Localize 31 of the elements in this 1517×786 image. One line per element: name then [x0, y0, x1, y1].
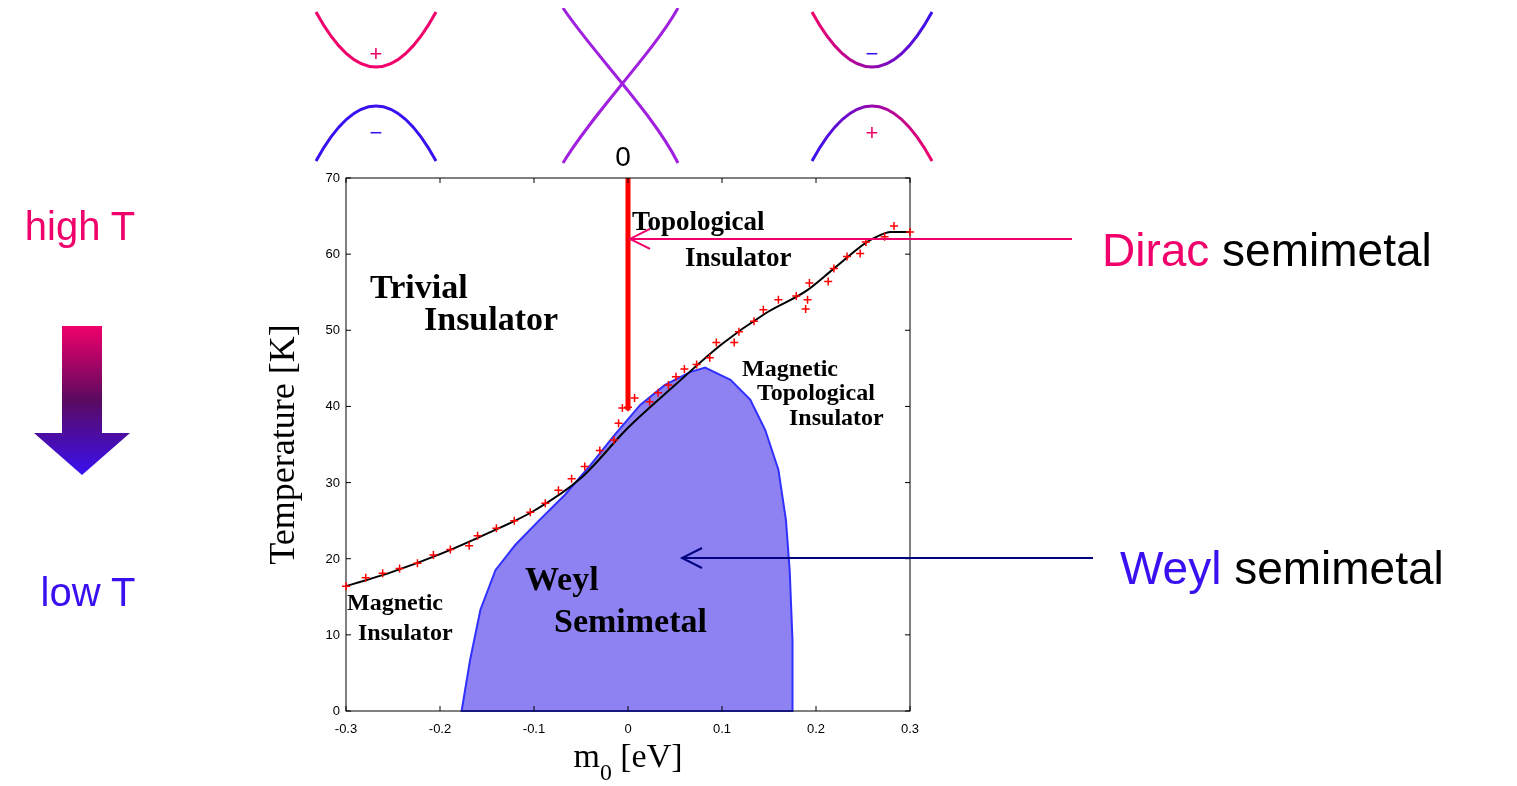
text: − — [369, 120, 383, 145]
annotation: Topological Insulator — [632, 206, 792, 272]
text: + — [369, 41, 383, 66]
y-tick-label: 50 — [325, 322, 340, 338]
annotation: Magnetic Topological Insulator — [742, 355, 885, 430]
y-axis-title: Temperature [K] — [262, 324, 302, 565]
x-tick-label: -0.2 — [428, 721, 452, 736]
y-tick-label: 30 — [325, 474, 340, 490]
x-tick-label: 0 — [624, 721, 632, 736]
annotation: Trivial Insulator — [370, 268, 559, 337]
annotation: Magnetic Insulator — [347, 589, 454, 645]
x-tick-label: 0.2 — [806, 721, 826, 736]
text: 0 — [615, 141, 631, 172]
y-tick-label: 40 — [325, 398, 340, 414]
x-tick-label: -0.3 — [334, 721, 358, 736]
text: − — [865, 41, 879, 66]
text: high T — [24, 204, 136, 248]
text: + — [865, 120, 879, 145]
y-tick-label: 70 — [325, 170, 340, 185]
y-tick-label: 60 — [325, 246, 340, 262]
text: low T — [40, 570, 136, 614]
x-tick-label: 0.3 — [900, 721, 920, 736]
text: Weyl semimetal — [1120, 542, 1444, 594]
annotation: Dirac semimetal — [1102, 224, 1432, 276]
x-tick-label: -0.1 — [522, 721, 546, 736]
y-tick-label: 0 — [332, 703, 340, 718]
annotation: Weyl Semimetal — [525, 560, 707, 639]
y-tick-label: 10 — [325, 626, 340, 642]
x-axis-title: m$_{0}$ [eV] — [573, 737, 683, 785]
x-tick-label: 0.1 — [712, 721, 732, 736]
y-tick-label: 20 — [325, 550, 340, 566]
